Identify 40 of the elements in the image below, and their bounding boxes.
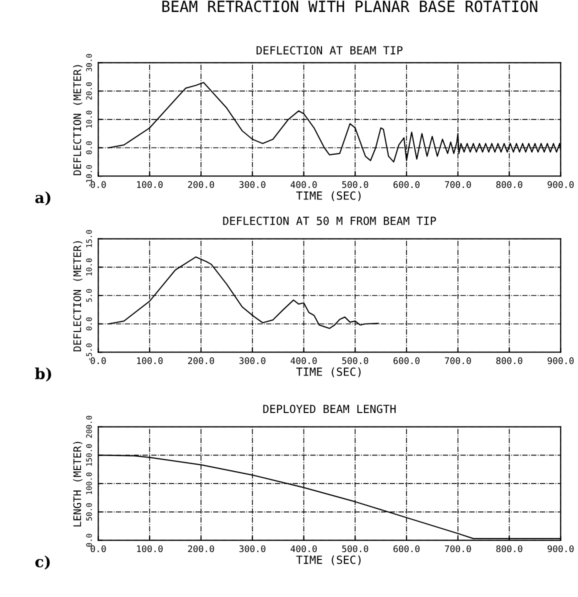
x-tick-label: 900.0 — [548, 545, 574, 552]
x-tick-label: 100.0 — [137, 357, 163, 364]
x-tick-label: 100.0 — [137, 181, 163, 188]
x-tick-label: 400.0 — [290, 181, 317, 188]
x-tick-label: 500.0 — [342, 181, 368, 188]
x-tick-label: 400.0 — [290, 545, 317, 552]
x-tick-label: 600.0 — [394, 357, 420, 364]
x-tick-label: 900.0 — [548, 181, 574, 188]
text: a) — [35, 191, 50, 206]
x-tick-label: 300.0 — [239, 181, 266, 188]
x-axis-title: TIME (SEC) — [296, 555, 361, 566]
x-tick-label: 500.0 — [342, 545, 368, 552]
x-tick-label: 900.0 — [548, 357, 574, 364]
chart-title: DEPLOYED BEAM LENGTH — [263, 404, 396, 414]
chart-subtitle: DEFLECTION AT BEAM TIP — [256, 46, 403, 55]
x-tick-label: 200.0 — [188, 357, 214, 364]
x-tick-label: 700.0 — [444, 545, 471, 552]
y-axis-title: DEFLECTION (METER) — [73, 241, 82, 352]
x-tick-label: 300.0 — [239, 545, 266, 552]
x-tick-label: 200.0 — [188, 181, 214, 188]
x-tick-label: 200.0 — [188, 545, 214, 552]
x-tick-label: 600.0 — [394, 181, 420, 188]
x-axis-title: TIME (SEC) — [296, 367, 361, 378]
x-tick-label: 700.0 — [444, 181, 471, 188]
y-axis-title: DEFLECTION (METER) — [73, 65, 82, 176]
x-tick-label: 400.0 — [290, 357, 317, 364]
x-tick-label: 600.0 — [394, 545, 420, 552]
text: b) — [35, 367, 52, 382]
x-tick-label: 700.0 — [444, 357, 471, 364]
x-tick-label: 100.0 — [137, 545, 163, 552]
text: c) — [35, 556, 50, 570]
x-tick-label: 300.0 — [239, 357, 266, 364]
x-tick-label: 800.0 — [496, 181, 522, 188]
x-tick-label: 800.0 — [496, 357, 522, 364]
chart-title: DEFLECTION AT 50 M FROM BEAM TIP — [223, 216, 436, 226]
x-tick-label: 800.0 — [496, 545, 522, 552]
y-axis-title: LENGTH (METER) — [73, 442, 82, 526]
x-tick-label: 500.0 — [342, 357, 368, 364]
chart-title: BEAM RETRACTION WITH PLANAR BASE ROTATION — [162, 0, 538, 12]
x-axis-title: TIME (SEC) — [296, 191, 361, 202]
